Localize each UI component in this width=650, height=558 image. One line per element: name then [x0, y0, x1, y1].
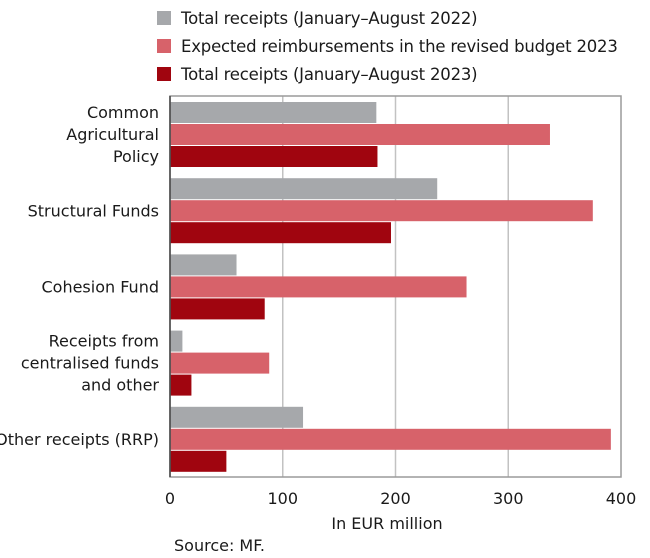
- legend-item-2022-receipts: Total receipts (January–August 2022): [157, 4, 618, 32]
- legend-item-2023-receipts: Total receipts (January–August 2023): [157, 60, 618, 88]
- x-tick-label: 300: [493, 489, 524, 508]
- category-label: Agricultural: [66, 125, 159, 144]
- bar: [170, 146, 378, 167]
- bar: [170, 124, 550, 145]
- bar: [170, 450, 227, 472]
- bar: [170, 200, 593, 222]
- category-label: centralised funds: [21, 354, 159, 373]
- source-note: Source: MF.: [174, 536, 265, 555]
- bar: [170, 102, 377, 123]
- x-tick-label: 0: [165, 489, 175, 508]
- bar: [170, 178, 438, 200]
- category-label: Common: [87, 103, 159, 122]
- bar: [170, 276, 467, 298]
- bar: [170, 222, 391, 244]
- bar: [170, 298, 265, 320]
- x-tick-label: 400: [606, 489, 637, 508]
- legend-swatch-2023-receipts: [157, 67, 171, 81]
- bar: [170, 352, 270, 374]
- legend-label-expected-reimbursements: Expected reimbursements in the revised b…: [181, 36, 618, 56]
- category-label: Receipts from: [49, 332, 159, 351]
- category-label: Cohesion Fund: [41, 278, 159, 297]
- legend-label-2023-receipts: Total receipts (January–August 2023): [181, 64, 478, 84]
- category-label: Structural Funds: [28, 201, 159, 220]
- category-label: and other: [81, 376, 159, 395]
- chart-legend: Total receipts (January–August 2022) Exp…: [157, 4, 618, 88]
- x-tick-label: 100: [267, 489, 298, 508]
- category-label: Policy: [113, 147, 159, 166]
- category-label: Other receipts (RRP): [0, 430, 159, 449]
- bar: [170, 254, 237, 276]
- bar: [170, 406, 304, 428]
- legend-swatch-2022-receipts: [157, 11, 171, 25]
- bar: [170, 330, 183, 352]
- bar: [170, 428, 611, 450]
- x-tick-label: 200: [380, 489, 411, 508]
- bar: [170, 374, 192, 396]
- legend-item-expected-reimbursements: Expected reimbursements in the revised b…: [157, 32, 618, 60]
- legend-label-2022-receipts: Total receipts (January–August 2022): [181, 8, 478, 28]
- legend-swatch-expected-reimbursements: [157, 39, 171, 53]
- x-axis-title: In EUR million: [331, 514, 442, 533]
